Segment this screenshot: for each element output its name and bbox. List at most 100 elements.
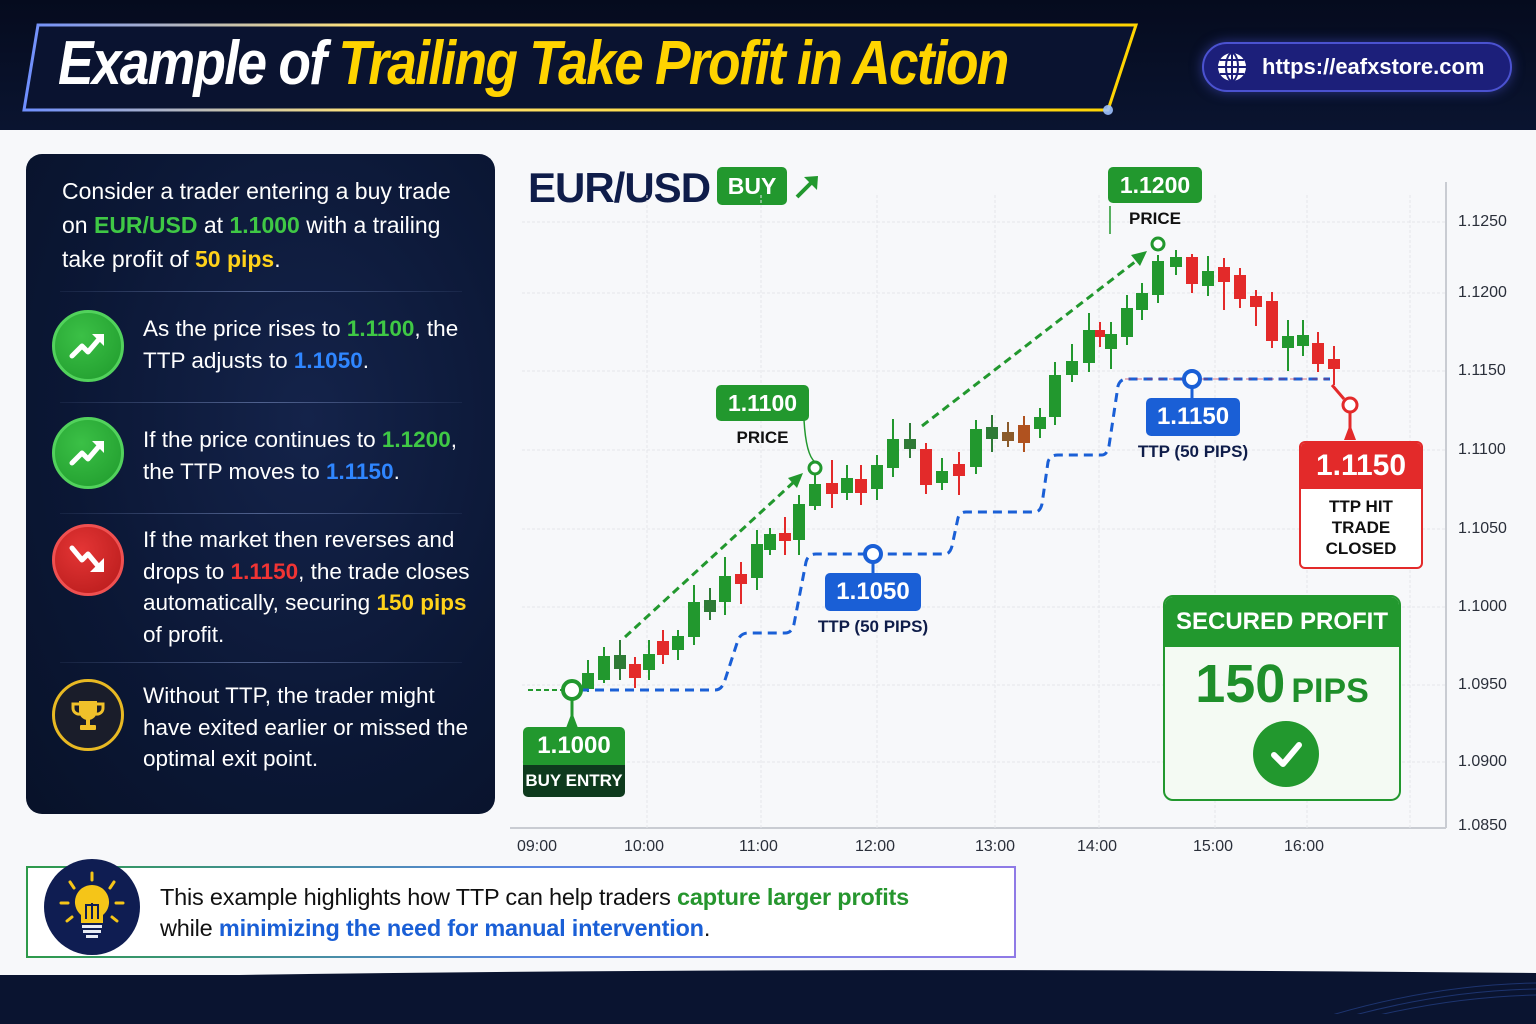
step-t3: .	[393, 458, 400, 484]
entry-callout: 1.1000 BUY ENTRY	[523, 727, 625, 797]
ttp1-callout: 1.1050 TTP (50 PIPS)	[818, 573, 928, 637]
price1-marker	[807, 460, 823, 476]
pair-title: EUR/USD	[528, 164, 711, 211]
trend-up-icon	[52, 310, 124, 382]
buy-badge: BUY	[717, 167, 787, 205]
globe-icon	[1218, 52, 1246, 82]
price2-marker	[1150, 236, 1166, 252]
exit-label-1: TTP HIT	[1329, 497, 1393, 516]
ttp1-value: 1.1050	[825, 573, 921, 611]
entry-value: 1.1000	[523, 727, 625, 765]
tip-t2: while	[160, 915, 219, 941]
x-tick: 13:00	[975, 838, 1016, 855]
website-link[interactable]: https://eafxstore.com	[1202, 42, 1512, 92]
y-tick: 1.1200	[1458, 284, 1507, 301]
step-t2: , the TTP adjusts to	[143, 316, 459, 373]
step-t3: of profit.	[143, 621, 225, 647]
x-tick: 12:00	[855, 838, 896, 855]
title-frame: Example of Trailing Take Profit in Actio…	[18, 22, 1139, 115]
x-tick: 10:00	[624, 838, 665, 855]
exit-marker	[1341, 396, 1359, 414]
step-text: If the price continues to 1.1200, the TT…	[143, 424, 483, 487]
step-t2: , the trade closes automatically, securi…	[143, 558, 470, 616]
ttp1-marker	[863, 544, 883, 564]
price2-value: 1.1200	[1108, 167, 1202, 203]
tip-text: This example highlights how TTP can help…	[160, 882, 909, 944]
ttp2-value: 1.1150	[1146, 398, 1240, 436]
price1-value: 1.1100	[716, 385, 809, 421]
intro-entry-price: 1.1000	[229, 212, 300, 238]
arrow-up-right-icon	[795, 176, 818, 199]
x-tick: 14:00	[1077, 838, 1118, 855]
trophy-icon	[52, 679, 124, 751]
step-ttp: 1.1050	[293, 347, 363, 373]
lightbulb-icon	[44, 859, 140, 955]
x-tick: 11:00	[739, 838, 778, 855]
price1-label: PRICE	[736, 428, 789, 447]
trend-up-icon	[52, 417, 124, 489]
step-profit: 150 pips	[376, 590, 467, 615]
x-tick: 15:00	[1193, 838, 1234, 855]
step-exit-price: 1.1150	[230, 558, 299, 584]
ttp2-label: TTP (50 PIPS)	[1137, 442, 1249, 461]
tip-highlight-blue: minimizing the need for manual intervent…	[218, 915, 704, 941]
tip-t1: This example highlights how TTP can help…	[160, 884, 678, 910]
intro-text: Consider a trader entering a buy trade o…	[62, 174, 482, 276]
step-t1: As the price rises to	[143, 316, 347, 341]
tip-highlight-green: capture larger profits	[677, 884, 910, 910]
divider	[60, 662, 462, 663]
y-tick: 1.0900	[1458, 753, 1507, 770]
tip-t3: .	[703, 915, 711, 941]
step-t2: , the TTP moves to	[143, 427, 457, 484]
step-t3: .	[362, 347, 369, 373]
y-tick: 1.1150	[1458, 362, 1506, 379]
secured-profit-box: SECURED PROFIT 150 PIPS	[1163, 595, 1401, 801]
intro-pair: EUR/USD	[93, 212, 198, 238]
intro-t3: with a trailing take profit of	[62, 212, 441, 272]
entry-marker	[561, 679, 583, 701]
step-price: 1.1200	[381, 427, 451, 452]
check-icon	[1253, 721, 1319, 787]
entry-label: BUY ENTRY	[523, 765, 625, 797]
y-tick: 1.0950	[1458, 676, 1507, 693]
price2-label: PRICE	[1129, 209, 1181, 228]
profit-header: SECURED PROFIT	[1165, 597, 1399, 647]
y-tick: 1.1050	[1458, 520, 1507, 537]
title-frame-border	[22, 23, 1139, 115]
step-text: If the market then reverses and drops to…	[143, 524, 483, 650]
ttp1-label: TTP (50 PIPS)	[817, 617, 929, 636]
website-url: https://eafxstore.com	[1262, 54, 1485, 79]
y-tick: 1.0850	[1458, 817, 1507, 834]
intro-t2: at	[197, 212, 230, 238]
intro-t1: Consider a trader entering a buy trade o…	[62, 178, 451, 238]
price2-callout: 1.1200 PRICE	[1108, 167, 1202, 229]
divider	[60, 291, 462, 292]
summary-tip-box: This example highlights how TTP can help…	[26, 859, 1016, 958]
divider	[60, 513, 462, 514]
exit-value: 1.1150	[1301, 443, 1421, 489]
step-text: As the price rises to 1.1100, the TTP ad…	[143, 313, 483, 376]
trend-down-icon	[52, 524, 124, 596]
profit-unit: PIPS	[1291, 672, 1369, 710]
intro-t4: .	[274, 246, 281, 272]
step-text: Without TTP, the trader might have exite…	[143, 683, 469, 771]
step-price: 1.1100	[346, 316, 415, 341]
price1-callout: 1.1100 PRICE	[716, 385, 809, 448]
divider	[60, 402, 462, 403]
step-t1: If the price continues to	[143, 427, 382, 452]
ttp2-marker	[1182, 369, 1202, 389]
x-tick: 09:00	[517, 838, 558, 855]
step-ttp: 1.1150	[326, 458, 394, 484]
profit-amount: 150 PIPS	[1165, 653, 1399, 715]
exit-callout: 1.1150 TTP HIT TRADE CLOSED	[1299, 441, 1423, 569]
step-t1: If the market then reverses and drops to	[143, 527, 455, 584]
header-banner: Example of Trailing Take Profit in Actio…	[0, 0, 1536, 130]
exit-label-2: TRADE CLOSED	[1325, 518, 1397, 558]
y-tick: 1.1100	[1458, 441, 1506, 458]
explanation-panel: Consider a trader entering a buy trade o…	[26, 154, 495, 814]
y-tick: 1.1250	[1458, 213, 1507, 230]
ttp2-callout: 1.1150 TTP (50 PIPS)	[1138, 398, 1248, 462]
title-part2: Trailing Take Profit in Action	[338, 29, 1009, 98]
x-tick: 16:00	[1284, 838, 1325, 855]
y-tick: 1.1000	[1458, 598, 1507, 615]
